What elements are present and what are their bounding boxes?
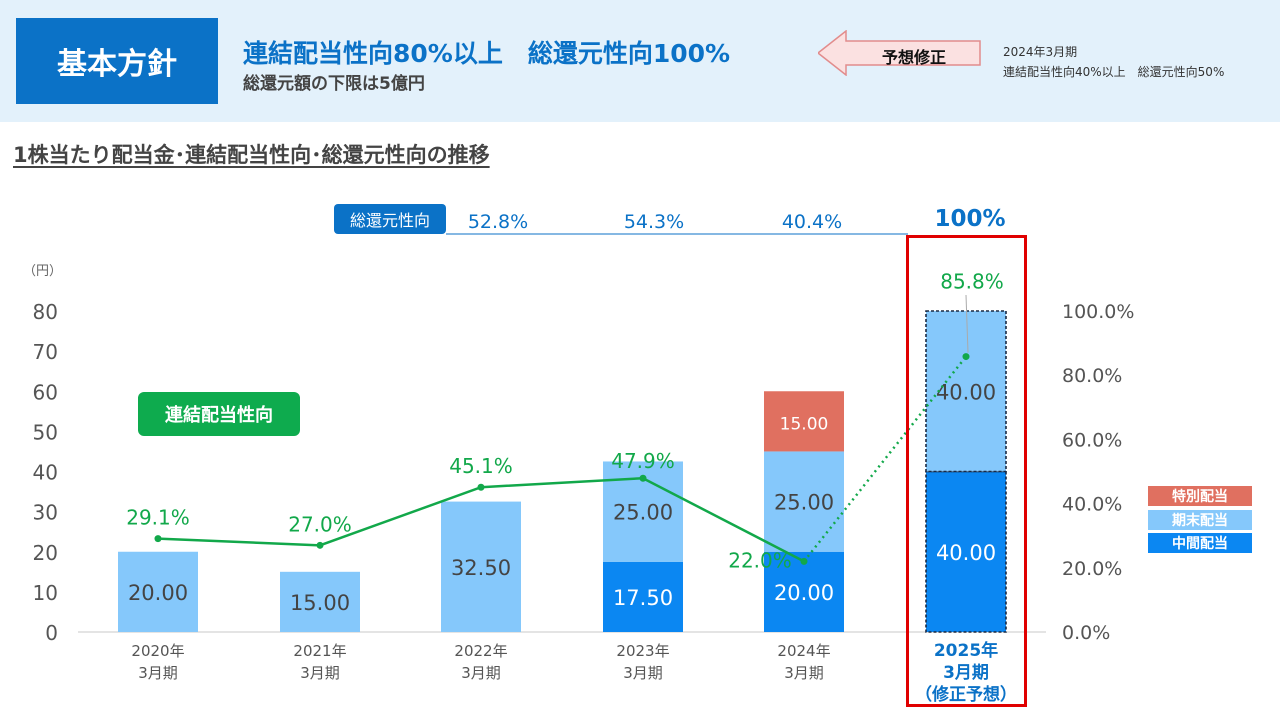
total-return-label: 100% [934, 206, 1005, 232]
left-arrow-icon [818, 30, 981, 76]
payout-ratio-point [800, 557, 808, 565]
y2-tick-label: 100.0% [1062, 301, 1134, 323]
payout-ratio-label: 27.0% [288, 512, 352, 536]
payout-ratio-point [962, 353, 970, 361]
payout-ratio-label: 29.1% [126, 506, 190, 530]
previous-policy-note: 2024年3月期 連結配当性向40%以上 総還元性向50% [1003, 42, 1224, 82]
bar-data-label: 15.00 [290, 591, 350, 615]
bar-segment [603, 561, 683, 632]
bar-data-label: 15.00 [780, 414, 829, 434]
bar-data-label: 40.00 [936, 380, 996, 404]
x-category-label: 3月期 [943, 663, 989, 683]
bar-data-label: 20.00 [128, 581, 188, 605]
section-title: 1株当たり配当金･連結配当性向･総還元性向の推移 [13, 143, 490, 167]
x-category-label: 2021年 [293, 642, 346, 660]
x-category-label: 2025年 [934, 640, 998, 661]
payout-ratio-label: 47.9% [611, 449, 675, 473]
policy-headline: 連結配当性向80%以上 総還元性向100% [243, 39, 731, 68]
x-category-label: 3月期 [461, 664, 501, 682]
payout-ratio-point [639, 474, 647, 482]
y-tick-label: 10 [33, 581, 58, 605]
revision-label: 予想修正 [881, 48, 946, 67]
y-tick-label: 80 [33, 300, 58, 324]
x-category-label: 2022年 [454, 642, 507, 660]
y-tick-label: 20 [33, 541, 58, 565]
x-category-label: 2020年 [131, 642, 184, 660]
payout-ratio-point [154, 535, 162, 543]
x-category-label: 3月期 [138, 664, 178, 682]
legend-special: 特別配当 [1148, 486, 1252, 506]
bar-data-label: 32.50 [451, 556, 511, 580]
y-tick-label: 60 [33, 380, 58, 404]
x-category-label: （修正予想） [915, 684, 1017, 705]
payout-ratio-badge: 連結配当性向 [138, 392, 300, 436]
payout-ratio-point [477, 483, 485, 491]
legend-interim: 中間配当 [1148, 533, 1252, 553]
x-category-label: 2024年 [777, 642, 830, 660]
total-return-badge: 総還元性向 [334, 204, 446, 234]
policy-subline: 総還元額の下限は5億円 [243, 74, 425, 94]
y-tick-label: 0 [45, 621, 58, 645]
y2-tick-label: 40.0% [1062, 494, 1122, 516]
total-return-label: 54.3% [624, 211, 684, 233]
basic-policy-box: 基本方針 [16, 18, 218, 104]
x-category-label: 2023年 [616, 642, 669, 660]
x-category-label: 3月期 [300, 664, 340, 682]
y-tick-label: 40 [33, 461, 58, 485]
total-return-label: 52.8% [468, 211, 528, 233]
bar-segment [764, 551, 844, 632]
bar-data-label: 40.00 [936, 541, 996, 565]
bar-segment [764, 451, 844, 552]
y-tick-label: 70 [33, 340, 58, 364]
x-category-label: 3月期 [623, 664, 663, 682]
forecast-highlight-frame [906, 235, 1027, 707]
payout-label-leader [965, 294, 969, 353]
bar-segment [441, 501, 521, 632]
bar-segment [280, 571, 360, 632]
y-axis-unit: （円） [23, 264, 62, 279]
previous-policy-detail: 連結配当性向40%以上 総還元性向50% [1003, 65, 1225, 79]
y2-tick-label: 60.0% [1062, 429, 1122, 451]
total-return-label: 40.4% [782, 211, 842, 233]
payout-ratio-label: 85.8% [940, 270, 1004, 294]
payout-ratio-label: 45.1% [449, 454, 513, 478]
payout-ratio-point [316, 541, 324, 549]
bar-data-label: 25.00 [774, 491, 834, 515]
bar-data-label: 25.00 [613, 501, 673, 525]
payout-ratio-forecast-line [803, 355, 967, 563]
y2-tick-label: 0.0% [1062, 622, 1110, 644]
bar-data-label: 17.50 [613, 586, 673, 610]
y-tick-label: 30 [33, 501, 58, 525]
y-tick-label: 50 [33, 420, 58, 444]
bar-segment [118, 551, 198, 632]
x-category-label: 3月期 [784, 664, 824, 682]
bar-data-label: 20.00 [774, 581, 834, 605]
y2-tick-label: 20.0% [1062, 558, 1122, 580]
y2-tick-label: 80.0% [1062, 365, 1122, 387]
bar-segment [764, 391, 844, 452]
legend-year-end: 期末配当 [1148, 510, 1252, 530]
previous-policy-period: 2024年3月期 [1003, 45, 1078, 59]
payout-ratio-label: 22.0% [728, 548, 792, 572]
